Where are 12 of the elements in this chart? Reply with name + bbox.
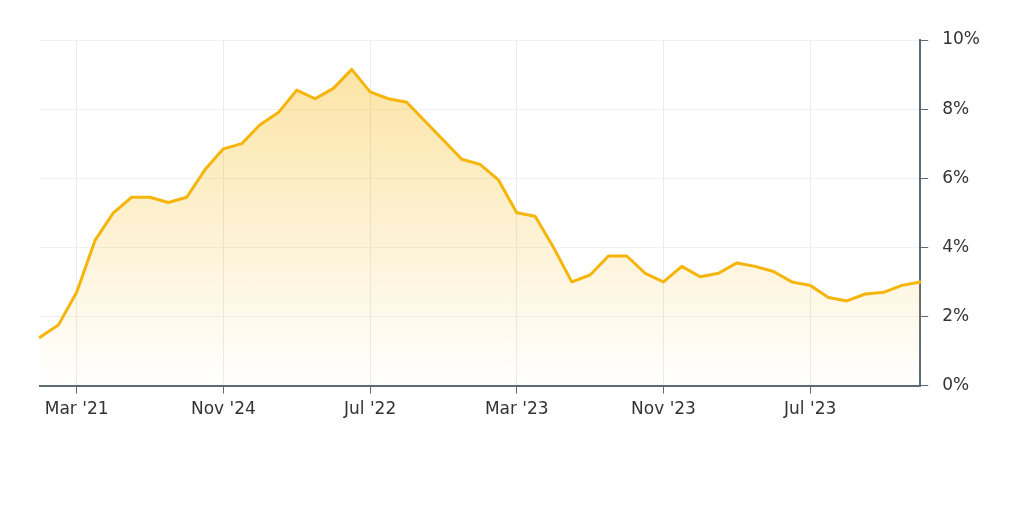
- x-tick-label: Jul '22: [342, 398, 397, 419]
- x-tick-label: Nov '24: [190, 398, 256, 419]
- x-tick-label: Mar '23: [484, 398, 549, 419]
- y-tick-label: 0%: [942, 374, 970, 395]
- y-tick-label: 2%: [942, 304, 970, 325]
- y-tick-label: 4%: [942, 235, 970, 256]
- x-tick-label: Nov '23: [631, 398, 696, 419]
- x-tick-label: Jul '23: [783, 398, 837, 419]
- y-tick-label: 10%: [942, 28, 981, 49]
- x-tick-label: Mar '21: [44, 398, 109, 419]
- y-tick-label: 8%: [942, 97, 970, 118]
- y-tick-label: 6%: [942, 166, 970, 187]
